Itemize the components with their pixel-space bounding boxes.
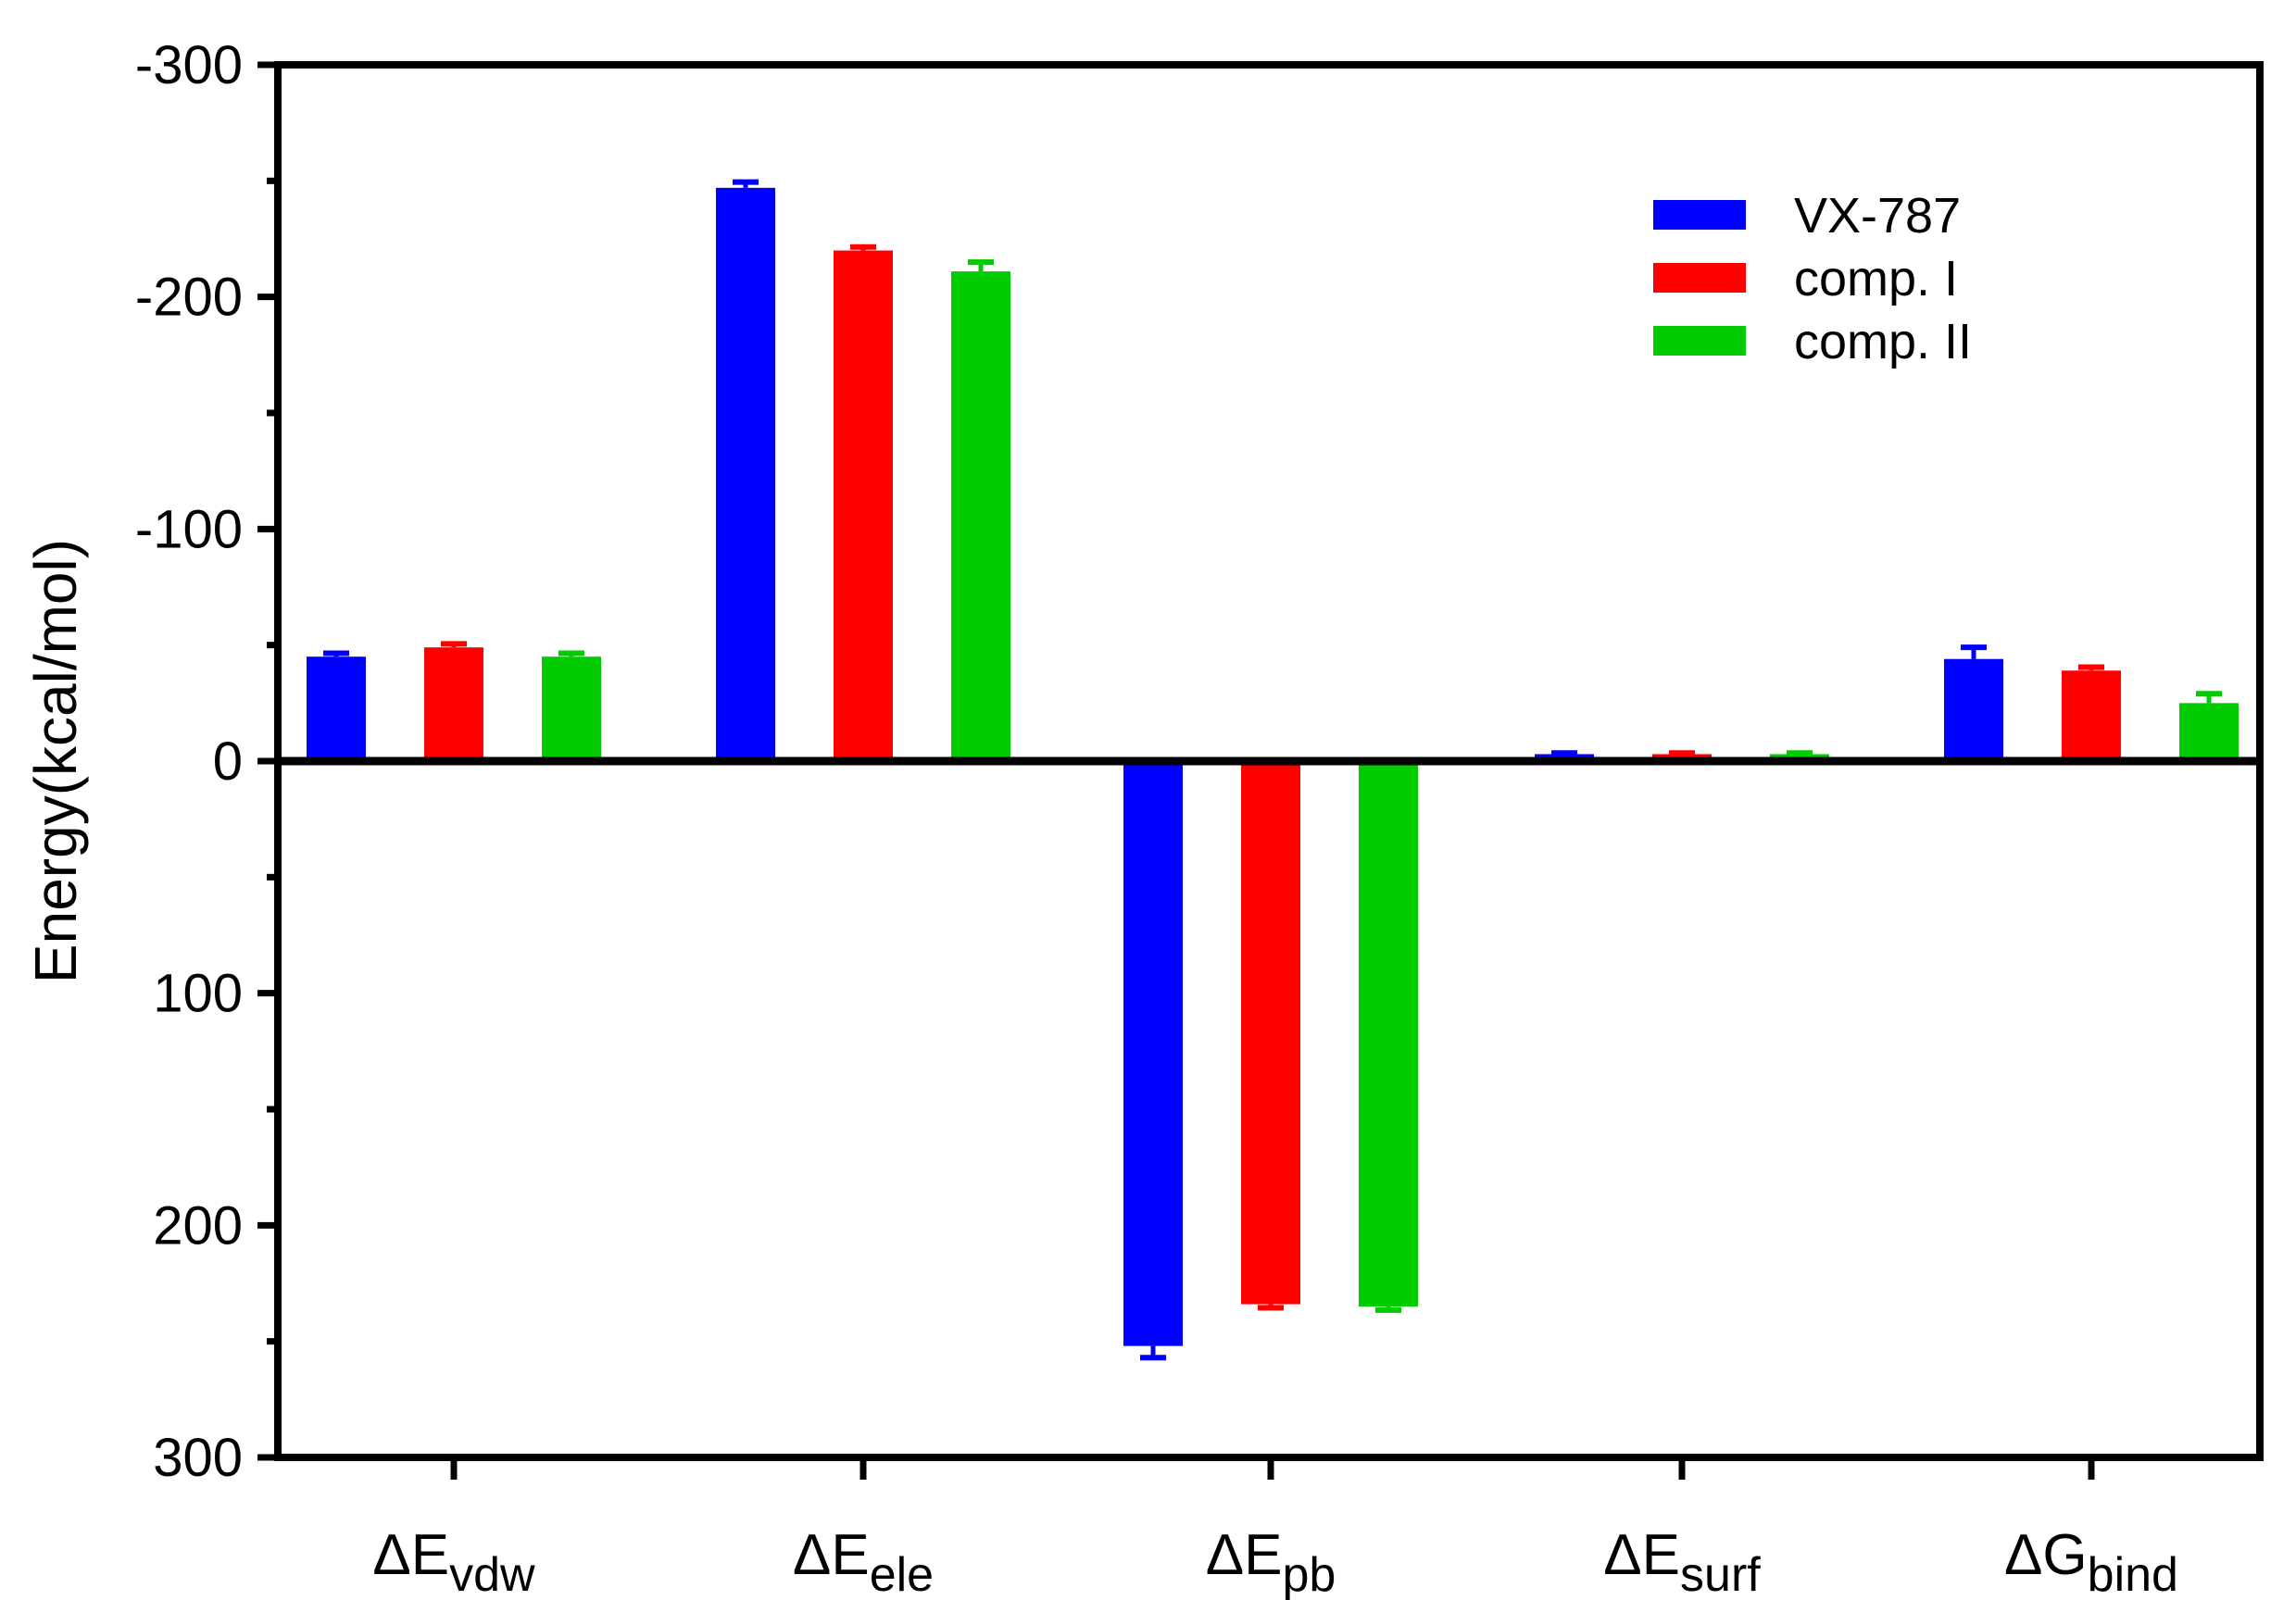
- bar: [1241, 761, 1300, 1305]
- bar: [2179, 703, 2239, 761]
- bar: [716, 187, 775, 761]
- legend: VX-787 comp. I comp. II: [1653, 188, 1972, 369]
- legend-swatch: [1653, 326, 1746, 356]
- y-tick-label: 0: [213, 731, 243, 792]
- y-tick-label: 300: [153, 1428, 243, 1488]
- bar: [1359, 761, 1418, 1307]
- axes-layer: [257, 61, 2264, 1480]
- bar: [1944, 658, 2003, 761]
- y-tick-label: 100: [153, 964, 243, 1024]
- y-tick-label: -100: [135, 499, 243, 559]
- bar: [834, 250, 893, 761]
- bars-layer: [307, 179, 2239, 1361]
- x-tick-label: ΔEpb: [1206, 1523, 1336, 1600]
- x-tick-label: ΔEvdw: [372, 1523, 535, 1600]
- x-tick-label: ΔEsurf: [1603, 1523, 1761, 1600]
- legend-label: comp. II: [1794, 314, 1972, 369]
- x-tick-label: ΔGbind: [2004, 1523, 2178, 1600]
- y-tick-label: -200: [135, 268, 243, 328]
- labels-layer: -300 -200 -100 0 100 200 300 ΔEvdw ΔEele ΔEpb ΔEsu…: [22, 35, 2178, 1600]
- legend-swatch: [1653, 263, 1746, 293]
- legend-label: comp. I: [1794, 251, 1958, 306]
- bar: [307, 656, 366, 761]
- y-axis-title: Energy(kcal/mol): [22, 539, 89, 983]
- legend-label: VX-787: [1794, 188, 1961, 244]
- legend-swatch: [1653, 200, 1746, 230]
- x-tick-label: ΔEele: [793, 1523, 934, 1600]
- bar: [1123, 761, 1183, 1346]
- bar: [424, 647, 483, 761]
- y-tick-label: 200: [153, 1195, 243, 1256]
- bar: [542, 656, 601, 761]
- bar: [951, 271, 1010, 761]
- bar: [2062, 670, 2121, 761]
- y-tick-label: -300: [135, 35, 243, 95]
